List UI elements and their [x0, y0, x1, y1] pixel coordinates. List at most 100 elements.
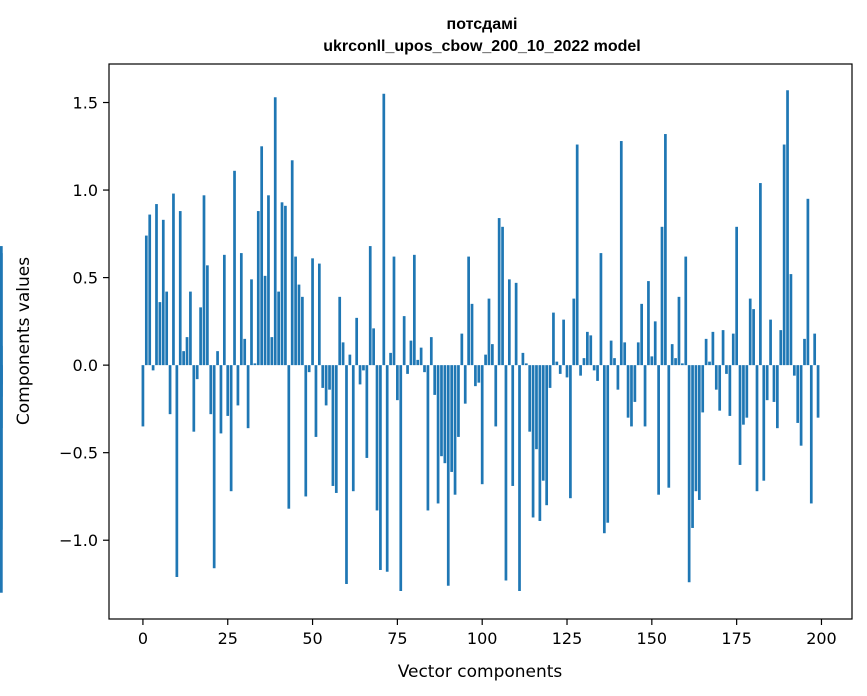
bar — [345, 365, 348, 584]
bar — [782, 144, 786, 366]
bar — [372, 328, 375, 366]
bar — [440, 365, 443, 457]
bar — [470, 303, 474, 366]
bar — [260, 146, 264, 366]
bar — [236, 365, 240, 406]
bar — [592, 365, 596, 371]
bar — [487, 298, 491, 366]
bar — [301, 296, 304, 366]
bar — [222, 254, 226, 366]
bar — [589, 335, 593, 366]
x-tick-label: 100 — [467, 629, 498, 648]
bar — [477, 365, 481, 383]
bar — [667, 365, 671, 488]
y-tick-label: 1.5 — [73, 94, 98, 113]
bar — [416, 359, 420, 366]
bar — [168, 365, 172, 415]
bar — [528, 365, 532, 432]
bar — [209, 365, 213, 415]
bar — [548, 365, 552, 388]
bar — [460, 333, 464, 366]
x-tick-label: 0 — [138, 629, 148, 648]
bar — [263, 275, 267, 366]
bar — [175, 365, 179, 577]
bar — [317, 263, 321, 366]
bar — [443, 365, 447, 464]
bar — [185, 337, 189, 366]
bar — [362, 365, 365, 371]
bar — [650, 356, 654, 366]
bar — [552, 312, 555, 366]
bar — [803, 338, 806, 366]
x-tick-label: 150 — [637, 629, 668, 648]
bar — [165, 291, 169, 366]
bar — [433, 365, 437, 395]
bar — [474, 365, 477, 387]
x-tick-label: 25 — [218, 629, 238, 648]
bar — [745, 365, 749, 418]
bar — [368, 246, 372, 366]
bar — [799, 365, 803, 446]
bar — [711, 331, 715, 366]
bar — [694, 365, 698, 492]
bar — [687, 365, 691, 583]
y-tick-label: 0.0 — [73, 356, 98, 375]
y-tick-label: 1.0 — [73, 181, 98, 200]
bar — [253, 363, 257, 366]
bar — [779, 330, 783, 366]
bar — [423, 365, 426, 373]
x-tick-label: 50 — [302, 629, 322, 648]
bar — [806, 198, 810, 366]
bar — [572, 298, 576, 366]
bar — [596, 365, 599, 381]
bar — [355, 317, 359, 366]
bar — [599, 253, 603, 366]
bar — [748, 298, 752, 366]
bar — [277, 291, 280, 366]
bar — [463, 365, 467, 404]
bar — [284, 205, 287, 366]
bar — [674, 358, 677, 366]
bar — [708, 361, 711, 366]
bar — [233, 170, 236, 366]
bar — [426, 365, 430, 511]
bar — [206, 265, 209, 366]
bar — [786, 90, 789, 366]
bar — [569, 365, 572, 499]
bar — [524, 363, 528, 366]
bar-series — [0, 90, 820, 593]
bar — [731, 333, 735, 366]
bar — [297, 284, 301, 366]
bar — [759, 183, 762, 366]
bar — [172, 193, 175, 366]
bar — [192, 365, 196, 432]
bar — [809, 365, 813, 504]
x-tick-label: 75 — [387, 629, 407, 648]
bar — [453, 365, 457, 495]
bar — [375, 365, 379, 511]
bar — [484, 354, 487, 366]
bar — [582, 358, 586, 366]
bar — [338, 296, 342, 366]
bar — [531, 365, 535, 518]
bar — [250, 279, 253, 366]
bar — [735, 226, 738, 366]
bar — [287, 365, 291, 509]
bar — [382, 93, 386, 366]
bar — [348, 354, 352, 366]
bar — [518, 365, 521, 591]
bar — [626, 365, 630, 418]
bar — [358, 365, 362, 385]
bar — [239, 253, 243, 366]
bar — [636, 342, 640, 366]
bar — [613, 358, 616, 366]
bar — [579, 365, 582, 376]
y-tick-label: −0.5 — [59, 444, 98, 463]
bar — [385, 365, 389, 572]
bar — [202, 195, 206, 366]
bar — [328, 365, 331, 390]
bar — [660, 226, 664, 366]
bar — [738, 365, 742, 465]
bar — [314, 365, 318, 437]
